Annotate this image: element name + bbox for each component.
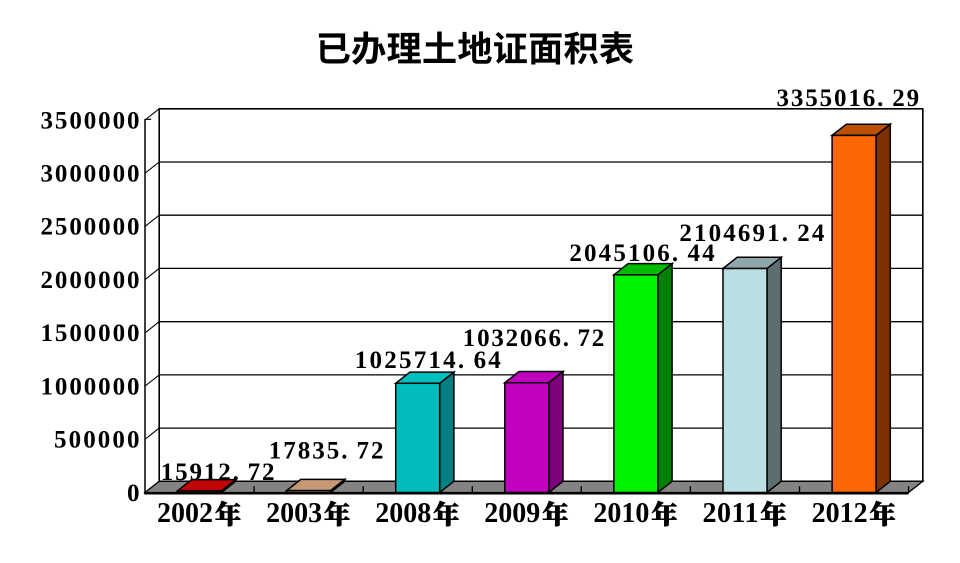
- svg-text:2045106. 44: 2045106. 44: [569, 240, 715, 267]
- svg-text:3500000: 3500000: [41, 107, 140, 134]
- svg-text:0: 0: [127, 480, 140, 507]
- svg-text:2003: 2003: [266, 498, 322, 529]
- svg-text:2009: 2009: [484, 498, 540, 529]
- svg-text:2008: 2008: [375, 498, 431, 529]
- svg-text:1025714. 64: 1025714. 64: [355, 347, 502, 374]
- svg-text:2011: 2011: [703, 498, 759, 529]
- svg-text:3000000: 3000000: [41, 161, 140, 188]
- svg-text:17835. 72: 17835. 72: [269, 437, 384, 464]
- svg-text:2500000: 2500000: [41, 214, 140, 241]
- svg-text:1500000: 1500000: [41, 320, 140, 347]
- svg-text:2002: 2002: [157, 498, 213, 529]
- svg-text:15912. 72: 15912. 72: [161, 459, 275, 486]
- svg-text:3355016. 29: 3355016. 29: [777, 85, 920, 112]
- svg-text:2104691. 24: 2104691. 24: [679, 220, 825, 247]
- svg-text:1000000: 1000000: [41, 373, 140, 400]
- svg-text:2012: 2012: [812, 498, 868, 529]
- svg-text:1032066. 72: 1032066. 72: [463, 325, 605, 352]
- svg-text:2010: 2010: [593, 498, 649, 529]
- svg-text:2000000: 2000000: [41, 267, 140, 294]
